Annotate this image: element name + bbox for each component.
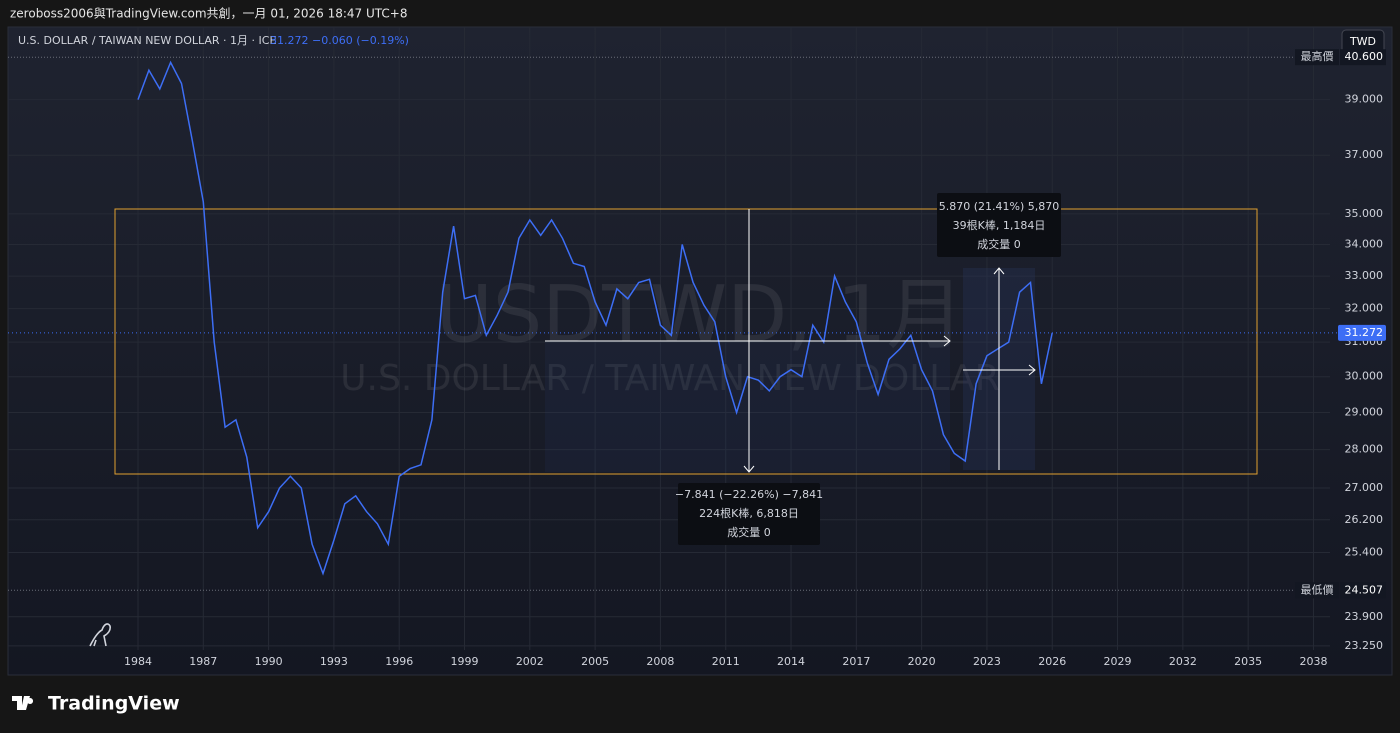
watermark-symbol: USDTWD, 1月: [436, 270, 965, 360]
y-tick-label: 28.000: [1345, 443, 1384, 456]
price-marker-tag: [1295, 582, 1339, 599]
currency-label[interactable]: TWD: [1349, 35, 1376, 48]
price-line: [137, 60, 1053, 576]
price-marker-value: 40.600: [1345, 50, 1384, 63]
x-tick-label: 2032: [1169, 655, 1197, 668]
y-tick-label: 23.250: [1345, 639, 1384, 652]
chart-pane: [7, 26, 1393, 676]
x-tick-label: 2017: [842, 655, 870, 668]
y-tick-label: 25.400: [1345, 546, 1384, 559]
arrow-head: [993, 267, 1005, 275]
measure-volume: 成交量 0: [977, 237, 1021, 251]
last-price-value: 31.272: [1345, 326, 1384, 339]
price-marker-name: 最低價: [1301, 582, 1334, 596]
measure-area: [545, 341, 950, 472]
measure-change: −7.841 (−22.26%) −7,841: [675, 488, 823, 501]
y-tick-label: 23.900: [1345, 610, 1384, 623]
price-marker-value: 24.507: [1345, 583, 1384, 596]
price-marker-badge: [1340, 49, 1386, 66]
y-tick-label: 32.000: [1345, 302, 1384, 315]
x-tick-label: 1990: [255, 655, 283, 668]
y-tick-label: 35.000: [1345, 207, 1384, 220]
measure-change: 5.870 (21.41%) 5,870: [939, 200, 1060, 213]
x-tick-label: 2011: [712, 655, 740, 668]
legend-last: 31.272: [270, 34, 309, 47]
last-price-badge: [1338, 324, 1386, 341]
x-tick-label: 1984: [124, 655, 152, 668]
price-marker-badge: [1340, 582, 1386, 599]
y-tick-label: 34.000: [1345, 238, 1384, 251]
rectangle-drawing: [114, 208, 1258, 475]
x-tick-label: 2005: [581, 655, 609, 668]
y-tick-label: 33.000: [1345, 269, 1384, 282]
brand-name: TradingView: [48, 693, 180, 715]
y-tick-label: 26.200: [1345, 513, 1384, 526]
price-marker-name: 最高價: [1301, 49, 1334, 63]
plot: [137, 60, 1053, 576]
x-tick-label: 2035: [1234, 655, 1262, 668]
x-tick-label: 2002: [516, 655, 544, 668]
measure-bars: 224根K棒, 6,818日: [699, 506, 799, 520]
measure-box: [678, 483, 820, 545]
x-tick-label: 2038: [1299, 655, 1327, 668]
legend-symbol: U.S. DOLLAR / TAIWAN NEW DOLLAR · 1月 · I…: [18, 34, 276, 47]
x-tick-label: 2026: [1038, 655, 1066, 668]
brand-logo: [12, 696, 34, 710]
x-tick-label: 1993: [320, 655, 348, 668]
y-tick-label: 30.000: [1345, 370, 1384, 383]
price-marker-tag: [1295, 49, 1339, 66]
measure-box: [937, 193, 1061, 257]
legend-change: −0.060 (−0.19%): [312, 34, 409, 47]
grid: [8, 27, 1330, 650]
x-tick-label: 1996: [385, 655, 413, 668]
y-tick-label: 29.000: [1345, 406, 1384, 419]
dino-icon: [89, 623, 111, 647]
x-tick-label: 1999: [451, 655, 479, 668]
x-tick-label: 2029: [1104, 655, 1132, 668]
measure-lines: [545, 209, 1036, 473]
arrow-head: [743, 465, 755, 473]
y-tick-label: 39.000: [1345, 93, 1384, 106]
x-tick-label: 2008: [646, 655, 674, 668]
x-tick-label: 2014: [777, 655, 805, 668]
share-title: zeroboss2006與TradingView.com共創，一月 01, 20…: [10, 7, 407, 21]
measure-bars: 39根K棒, 1,184日: [953, 218, 1046, 232]
x-tick-label: 1987: [189, 655, 217, 668]
x-tick-label: 2023: [973, 655, 1001, 668]
y-tick-label: 27.000: [1345, 481, 1384, 494]
arrow-head: [1028, 364, 1036, 376]
watermark-description: U.S. DOLLAR / TAIWAN NEW DOLLAR: [340, 358, 1000, 399]
x-tick-label: 2020: [908, 655, 936, 668]
y-tick-label: 37.000: [1345, 148, 1384, 161]
measure-volume: 成交量 0: [727, 525, 771, 539]
arrow-head: [943, 335, 951, 347]
